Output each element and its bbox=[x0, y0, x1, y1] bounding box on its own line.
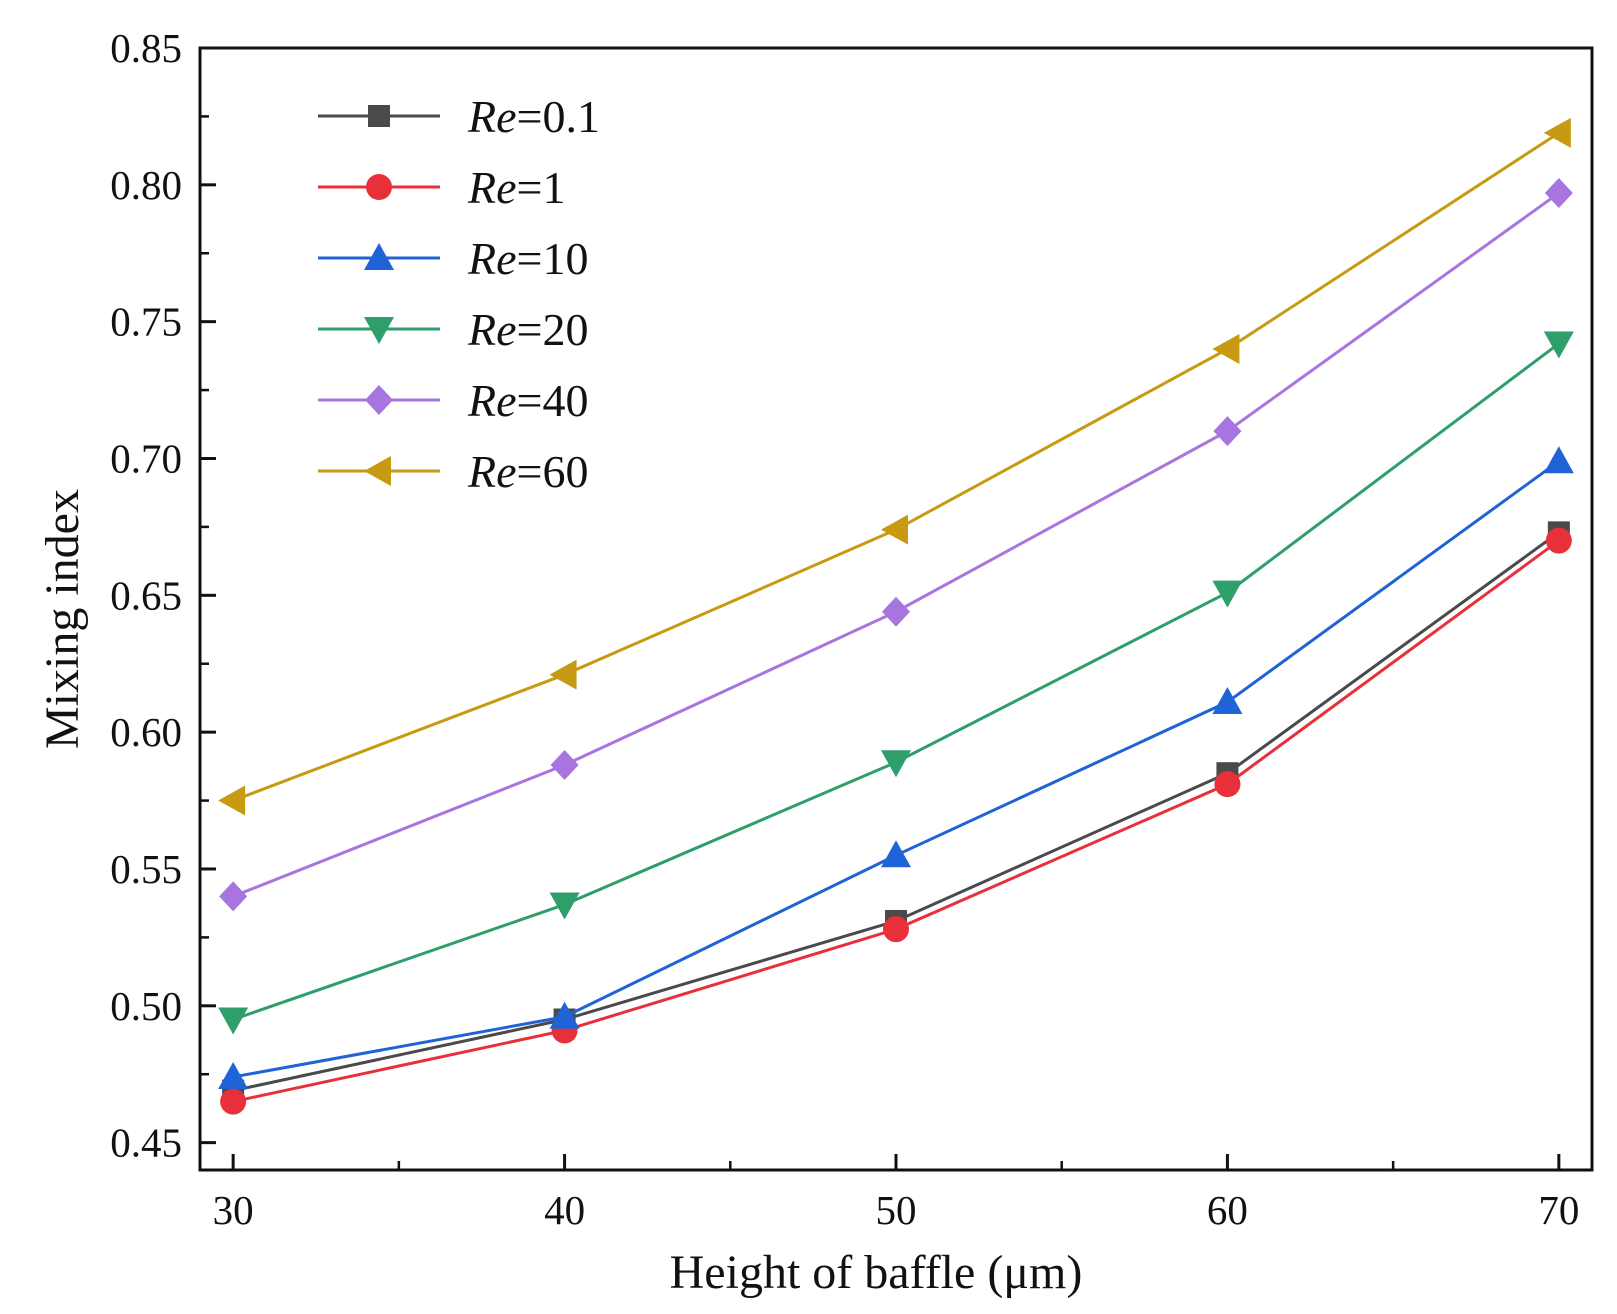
series-layer bbox=[218, 117, 1574, 1115]
legend-marker bbox=[365, 385, 393, 415]
data-point bbox=[1545, 527, 1572, 554]
data-point bbox=[550, 749, 579, 780]
data-point bbox=[218, 1007, 249, 1035]
y-tick-label: 0.70 bbox=[110, 435, 182, 481]
data-point bbox=[883, 916, 909, 943]
x-tick-label: 70 bbox=[1538, 1187, 1579, 1233]
y-tick-label: 0.85 bbox=[110, 25, 182, 71]
legend-label: Re=40 bbox=[467, 375, 588, 426]
legend-label: Re=0.1 bbox=[467, 91, 600, 142]
x-tick-label: 40 bbox=[544, 1187, 585, 1233]
data-point bbox=[1544, 178, 1573, 209]
data-point bbox=[1212, 687, 1243, 715]
y-tick-label: 0.45 bbox=[110, 1120, 182, 1166]
series-line bbox=[232, 131, 1560, 802]
legend-item: Re=0.1 bbox=[318, 91, 600, 142]
tick-labels: 30 40 50 60 70 0.45 0.50 0.55 0.60 0.65 0.70 0.75 0.… bbox=[110, 25, 1579, 1233]
legend-marker bbox=[364, 317, 394, 344]
y-tick-label: 0.60 bbox=[110, 709, 182, 755]
x-tick-label: 50 bbox=[876, 1187, 917, 1233]
x-tick-label: 60 bbox=[1207, 1187, 1248, 1233]
legend-item: Re=10 bbox=[318, 233, 588, 284]
series-Re=10 bbox=[218, 446, 1574, 1089]
legend-label: Re=60 bbox=[467, 446, 588, 497]
y-tick-label: 0.65 bbox=[110, 572, 182, 618]
data-point bbox=[1543, 117, 1571, 148]
legend-marker bbox=[366, 174, 392, 200]
y-tick-label: 0.55 bbox=[110, 846, 182, 892]
legend-marker bbox=[364, 243, 394, 270]
series-Re=60 bbox=[218, 117, 1571, 816]
data-point bbox=[220, 1088, 247, 1115]
data-point bbox=[218, 1061, 249, 1089]
x-axis-title: Height of baffle (μm) bbox=[670, 1246, 1083, 1299]
series-Re=20 bbox=[218, 331, 1574, 1035]
legend-label: Re=20 bbox=[467, 304, 588, 355]
series-Re=40 bbox=[219, 178, 1573, 912]
legend-item: Re=40 bbox=[318, 375, 588, 426]
data-point bbox=[1212, 580, 1243, 608]
data-point bbox=[881, 750, 911, 778]
legend-marker bbox=[364, 456, 391, 486]
data-point bbox=[549, 892, 580, 920]
data-point bbox=[549, 659, 577, 690]
legend-item: Re=60 bbox=[318, 446, 588, 497]
legend-item: Re=1 bbox=[318, 162, 565, 213]
legend-label: Re=1 bbox=[467, 162, 565, 213]
y-axis-title: Mixing index bbox=[36, 489, 89, 749]
y-tick-label: 0.50 bbox=[110, 983, 182, 1029]
data-point bbox=[219, 881, 248, 912]
data-point bbox=[1212, 334, 1240, 365]
plot-frame bbox=[198, 46, 1594, 1172]
y-tick-label: 0.80 bbox=[110, 162, 182, 208]
data-point bbox=[1543, 446, 1574, 474]
legend-item: Re=20 bbox=[318, 304, 588, 355]
legend-label: Re=10 bbox=[467, 233, 588, 284]
data-point bbox=[881, 840, 911, 868]
y-tick-label: 0.75 bbox=[110, 299, 182, 345]
data-point bbox=[882, 596, 910, 627]
data-point bbox=[881, 514, 908, 545]
data-point bbox=[1543, 331, 1574, 359]
legend: Re=0.1 Re=1 Re=10 Re=20 Re=40 Re=60 bbox=[318, 91, 600, 497]
x-tick-label: 30 bbox=[213, 1187, 254, 1233]
series-line bbox=[232, 191, 1560, 898]
data-point bbox=[218, 785, 246, 816]
legend-marker bbox=[368, 105, 390, 127]
data-point bbox=[1213, 416, 1242, 447]
data-point bbox=[549, 1001, 580, 1029]
data-point bbox=[1214, 771, 1241, 798]
